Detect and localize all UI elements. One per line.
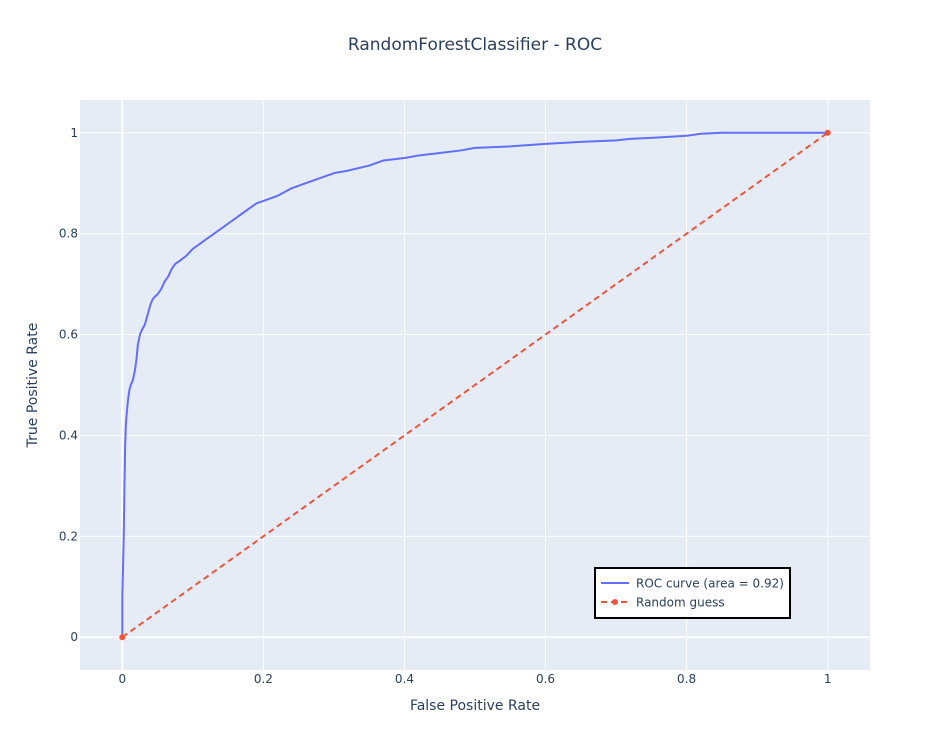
x-tick-label: 0	[119, 672, 127, 686]
x-axis-title: False Positive Rate	[410, 698, 540, 714]
series-layer	[119, 129, 831, 641]
legend-label-roc-curve: ROC curve (area = 0.92)	[636, 577, 784, 591]
y-axis-ticks: 0 0.2 0.4 0.6 0.8 1	[59, 126, 78, 644]
legend-item-random-guess[interactable]: Random guess	[601, 596, 725, 610]
series-marker-random-guess	[824, 129, 831, 136]
x-tick-label: 0.2	[254, 672, 273, 686]
series-marker-random-guess	[119, 634, 126, 641]
series-line-random-guess	[121, 131, 829, 639]
legend-marker-random-guess	[612, 599, 618, 605]
y-tick-label: 0.2	[59, 529, 78, 543]
y-tick-label: 1	[70, 126, 78, 140]
y-tick-label: 0	[70, 630, 78, 644]
chart-title: RandomForestClassifier - ROC	[348, 35, 602, 55]
series-line-roc-curve-area-0-92	[121, 131, 828, 638]
x-tick-label: 0.8	[677, 672, 696, 686]
x-axis-ticks: 0 0.2 0.4 0.6 0.8 1	[119, 672, 832, 686]
y-tick-label: 0.8	[59, 227, 78, 241]
legend[interactable]: ROC curve (area = 0.92) Random guess	[594, 567, 791, 619]
x-tick-label: 0.6	[536, 672, 555, 686]
y-axis-title: True Positive Rate	[25, 323, 41, 449]
x-tick-label: 1	[824, 672, 832, 686]
legend-item-roc-curve[interactable]: ROC curve (area = 0.92)	[601, 577, 784, 591]
x-tick-label: 0.4	[395, 672, 414, 686]
legend-box	[594, 567, 791, 619]
y-tick-label: 0.6	[59, 328, 78, 342]
legend-label-random-guess: Random guess	[636, 596, 725, 610]
y-tick-label: 0.4	[59, 428, 78, 442]
